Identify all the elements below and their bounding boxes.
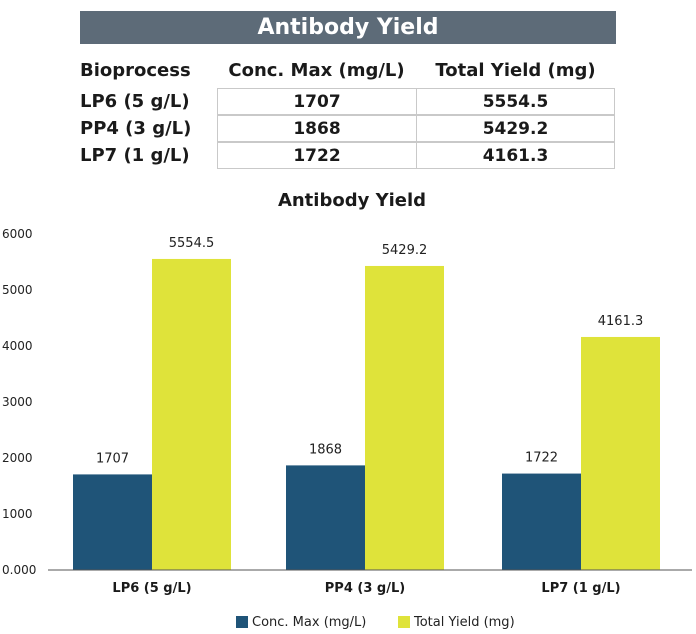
y-tick-label: 1000 xyxy=(2,507,33,521)
cell-pp4-conc: 1868 xyxy=(217,115,417,142)
bar xyxy=(73,474,152,570)
data-label: 1868 xyxy=(309,442,342,457)
legend-swatch-conc xyxy=(236,616,248,628)
header-bioprocess: Bioprocess xyxy=(80,59,191,81)
legend-label-yield: Total Yield (mg) xyxy=(414,614,515,630)
x-tick-label: PP4 (3 g/L) xyxy=(325,581,405,596)
y-axis: 0.000 1000 2000 3000 4000 5000 6000 xyxy=(2,227,36,577)
data-label: 1722 xyxy=(525,451,558,466)
row-label-lp7: LP7 (1 g/L) xyxy=(80,145,190,166)
legend-label-conc: Conc. Max (mg/L) xyxy=(252,614,367,630)
y-tick-label: 4000 xyxy=(2,339,33,353)
header-total-yield: Total Yield (mg) xyxy=(435,59,596,81)
data-label: 5554.5 xyxy=(169,236,215,251)
y-tick-label: 5000 xyxy=(2,283,33,297)
table-title-banner: Antibody Yield xyxy=(80,11,616,44)
cell-lp7-yield: 4161.3 xyxy=(416,142,615,169)
bars: 1707 5554.5 1868 5429.2 1722 4161.3 xyxy=(73,236,660,570)
cell-lp6-yield: 5554.5 xyxy=(416,88,615,115)
x-tick-label: LP7 (1 g/L) xyxy=(541,581,620,596)
bar xyxy=(152,258,231,570)
data-label: 1707 xyxy=(96,451,129,466)
bar xyxy=(581,336,660,570)
x-tick-label: LP6 (5 g/L) xyxy=(112,581,191,596)
cell-lp6-conc: 1707 xyxy=(217,88,417,115)
cell-lp7-conc: 1722 xyxy=(217,142,417,169)
bar xyxy=(502,473,581,570)
y-tick-label: 0.000 xyxy=(2,563,36,577)
y-tick-label: 3000 xyxy=(2,395,33,409)
bar-chart: Antibody Yield 0.000 1000 2000 3000 4000 5000… xyxy=(2,190,692,596)
x-axis: LP6 (5 g/L) PP4 (3 g/L) LP7 (1 g/L) xyxy=(112,581,620,596)
table-title: Antibody Yield xyxy=(257,15,439,40)
legend-swatch-yield xyxy=(398,616,410,628)
bar xyxy=(365,265,444,570)
header-conc-max: Conc. Max (mg/L) xyxy=(228,59,405,81)
legend-item-yield: Total Yield (mg) xyxy=(398,612,515,632)
y-tick-label: 6000 xyxy=(2,227,33,241)
chart-title: Antibody Yield xyxy=(278,190,426,211)
legend-item-conc: Conc. Max (mg/L) xyxy=(236,612,366,632)
row-label-lp6: LP6 (5 g/L) xyxy=(80,91,190,112)
data-label: 5429.2 xyxy=(382,243,428,258)
bar xyxy=(286,465,365,570)
row-label-pp4: PP4 (3 g/L) xyxy=(80,118,192,139)
y-tick-label: 2000 xyxy=(2,451,33,465)
data-label: 4161.3 xyxy=(598,314,644,329)
cell-pp4-yield: 5429.2 xyxy=(416,115,615,142)
